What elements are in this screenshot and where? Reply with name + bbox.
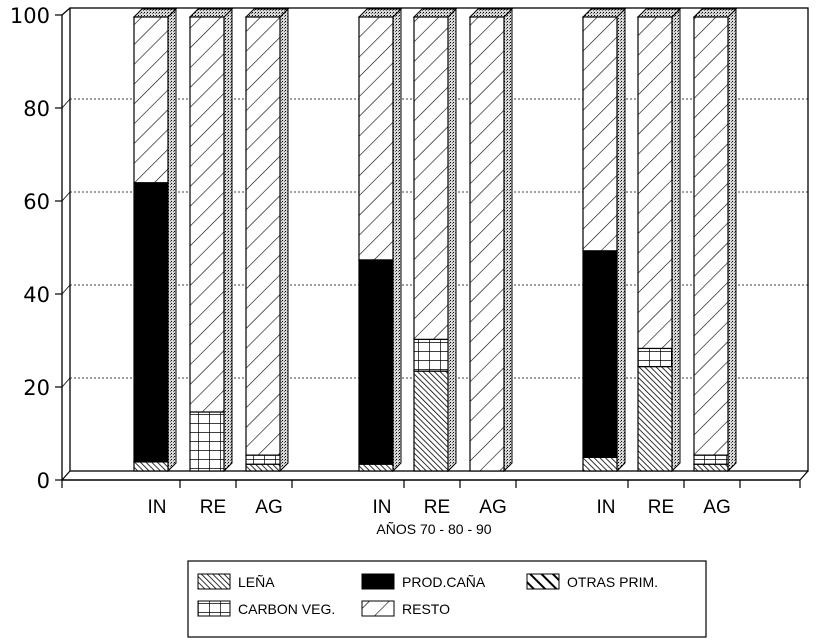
gridline-side [61, 98, 71, 109]
bar-top-face [412, 8, 458, 18]
legend-entry: PROD.CAÑA [361, 573, 486, 590]
y-tick-label: 100 [10, 4, 50, 28]
legend-swatch [361, 600, 395, 617]
bar-side-face [616, 7, 626, 473]
legend-swatch [361, 573, 395, 590]
legend-label: LEÑA [238, 574, 275, 590]
floor-left-edge [61, 470, 71, 481]
bar-top-face [692, 8, 738, 18]
bar-segment-leña [245, 463, 281, 472]
x-category-label: AG [479, 497, 506, 518]
legend-entry: OTRAS PRIM. [526, 573, 658, 590]
bar-side-face [503, 7, 513, 473]
x-axis: IN RE AG IN RE AG IN RE AG [61, 480, 801, 518]
bar-segment-carbon-veg- [413, 338, 449, 372]
legend-label: OTRAS PRIM. [567, 574, 658, 590]
bar-stack [636, 7, 682, 473]
y-tick-label: 40 [23, 283, 50, 307]
legend-swatch [526, 573, 560, 590]
x-category-label: RE [200, 497, 226, 518]
bar-segment-leña [133, 461, 169, 472]
bar-stack [244, 7, 290, 473]
bar-segment-prod-caña [133, 182, 169, 463]
y-tick-label: 20 [23, 376, 50, 400]
x-category-label: IN [373, 497, 392, 518]
legend-label: CARBON VEG. [238, 601, 335, 617]
bar-stack [412, 7, 458, 473]
bar-side-face [223, 7, 233, 473]
bar-stack [581, 7, 627, 473]
legend-label: RESTO [402, 601, 450, 617]
y-tick-label: 0 [37, 469, 50, 493]
gridline-side [61, 191, 71, 202]
bar-segment-prod-caña [582, 250, 618, 458]
bar-stack [132, 7, 178, 473]
x-category-label: AG [255, 497, 282, 518]
gridline-side [61, 377, 71, 388]
x-category-label: RE [648, 497, 674, 518]
bar-segment-resto [582, 16, 618, 252]
legend: LEÑA PROD.CAÑA OTRAS PRIM. CARBON VEG. RESTO [187, 560, 707, 638]
legend-entry: RESTO [361, 600, 450, 617]
x-axis-label: AÑOS 70 - 80 - 90 [376, 521, 491, 537]
bar-side-face [279, 7, 289, 473]
legend-swatch [197, 573, 231, 590]
bar-side-face [392, 7, 402, 473]
bar-segment-carbon-veg- [637, 347, 673, 368]
bar-segment-leña [413, 370, 449, 472]
x-category-label: AG [703, 497, 730, 518]
bar-top-face [357, 8, 403, 18]
bar-top-face [132, 8, 178, 18]
bar-stack [357, 7, 403, 473]
legend-entry: LEÑA [197, 573, 275, 590]
bar-segment-resto [245, 16, 281, 456]
bar-segment-resto [693, 16, 729, 456]
bar-segment-leña [582, 456, 618, 472]
legend-label: PROD.CAÑA [402, 574, 486, 590]
bar-side-face [447, 7, 457, 473]
bar-side-face [671, 7, 681, 473]
bar-top-face [468, 8, 514, 18]
bar-segment-carbon-veg- [189, 411, 225, 472]
y-axis: 0 20 40 60 80 100 [10, 4, 63, 493]
bar-top-face [581, 8, 627, 18]
bar-top-face [188, 8, 234, 18]
bar-side-face [727, 7, 737, 473]
bar-segment-carbon-veg- [693, 454, 729, 465]
bar-segment-resto [358, 16, 394, 261]
y-tick-label: 60 [23, 190, 50, 214]
bar-segment-resto [469, 16, 505, 472]
bar-stack [188, 7, 234, 473]
x-category-label: IN [597, 497, 616, 518]
bar-top-face [244, 8, 290, 18]
legend-entry: CARBON VEG. [197, 600, 335, 617]
bar-segment-carbon-veg- [245, 454, 281, 465]
bar-segment-leña [693, 463, 729, 472]
bar-top-face [636, 8, 682, 18]
x-category-label: RE [424, 497, 450, 518]
bars [132, 7, 738, 473]
floor-right-edge [799, 470, 809, 481]
bar-side-face [167, 7, 177, 473]
bar-segment-resto [637, 16, 673, 350]
gridline-side [61, 284, 71, 295]
bar-segment-leña [358, 463, 394, 472]
bar-segment-resto [189, 16, 225, 413]
bar-segment-prod-caña [358, 259, 394, 465]
legend-swatch [197, 600, 231, 617]
x-category-label: IN [148, 497, 167, 518]
bar-stack [692, 7, 738, 473]
bar-stack [468, 7, 514, 473]
bar-segment-resto [413, 16, 449, 340]
side-wall-top-edge [61, 7, 71, 16]
y-tick-label: 80 [23, 97, 50, 121]
bar-segment-resto [133, 16, 169, 184]
bar-segment-leña [637, 365, 673, 472]
legend-box [187, 560, 707, 638]
